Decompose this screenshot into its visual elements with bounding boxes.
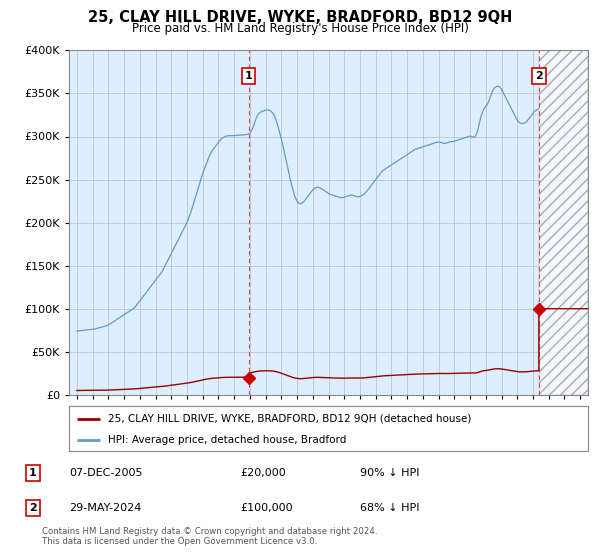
Text: 68% ↓ HPI: 68% ↓ HPI: [360, 503, 419, 513]
Text: £100,000: £100,000: [240, 503, 293, 513]
Text: 90% ↓ HPI: 90% ↓ HPI: [360, 468, 419, 478]
Text: 1: 1: [245, 71, 253, 81]
Text: 25, CLAY HILL DRIVE, WYKE, BRADFORD, BD12 9QH (detached house): 25, CLAY HILL DRIVE, WYKE, BRADFORD, BD1…: [108, 413, 472, 423]
Bar: [539, 50, 588, 395]
Text: 2: 2: [535, 71, 543, 81]
Text: HPI: Average price, detached house, Bradford: HPI: Average price, detached house, Brad…: [108, 435, 346, 445]
Text: Price paid vs. HM Land Registry's House Price Index (HPI): Price paid vs. HM Land Registry's House …: [131, 22, 469, 35]
Text: 25, CLAY HILL DRIVE, WYKE, BRADFORD, BD12 9QH: 25, CLAY HILL DRIVE, WYKE, BRADFORD, BD1…: [88, 10, 512, 25]
Bar: [539, 50, 588, 395]
Text: 29-MAY-2024: 29-MAY-2024: [69, 503, 142, 513]
Text: 07-DEC-2005: 07-DEC-2005: [69, 468, 143, 478]
Text: £20,000: £20,000: [240, 468, 286, 478]
Text: Contains HM Land Registry data © Crown copyright and database right 2024.
This d: Contains HM Land Registry data © Crown c…: [42, 526, 377, 546]
Text: 1: 1: [29, 468, 37, 478]
Text: 2: 2: [29, 503, 37, 513]
